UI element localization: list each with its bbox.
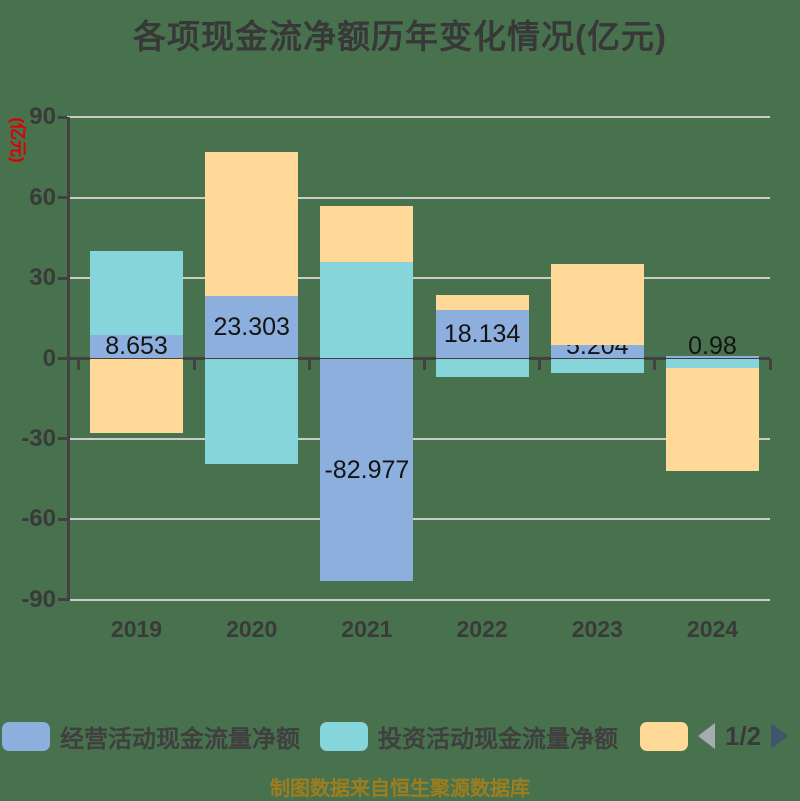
y-axis-tick [58,598,67,602]
y-axis-line [67,117,70,601]
bar-value-label: 18.134 [443,320,521,349]
y-axis-tick-label: -90 [21,585,56,613]
x-axis-tick [77,358,81,370]
bar-segment [90,358,183,434]
bar-value-label: 8.653 [105,331,168,360]
bar-segment [320,358,414,582]
bar-segment [666,358,759,368]
x-axis-tick [538,358,542,370]
legend-item-financing[interactable] [640,720,698,752]
bar-segment [90,335,183,359]
x-axis-category-label: 2020 [226,616,278,642]
bar-segment [550,358,644,373]
legend-item-operating[interactable]: 经营活动现金流量净额 [2,720,300,753]
bar-segment [90,250,183,336]
pager-prev-icon[interactable] [698,723,715,749]
legend-item-investing[interactable]: 投资活动现金流量净额 [320,720,618,753]
bar-segment [435,294,529,310]
y-axis-tick-label: 0 [42,344,56,372]
legend-swatch-tan-icon [640,721,688,751]
legend-swatch-blue-icon [2,721,50,751]
x-axis-category-label: 2019 [110,616,163,642]
x-axis-category-label: 2024 [686,616,739,642]
y-axis-tick [58,437,67,441]
bar-segment [320,205,414,262]
gridline [67,196,770,199]
gridline [67,518,770,521]
x-axis-tick [653,358,657,370]
y-axis-tick [58,276,67,280]
y-axis-tick-label: 60 [29,183,56,211]
data-source-caption: 制图数据来自恒生聚源数据库 [270,778,530,800]
x-axis-tick [307,358,311,370]
bar-segment [666,355,759,359]
gridline [67,116,770,118]
x-axis-zero-line [67,357,770,360]
bar-segment [435,309,529,359]
chart-legend: 经营活动现金流量净额 投资活动现金流量净额 [0,720,800,754]
x-axis-tick [768,358,772,370]
x-axis-category-label: 2023 [571,616,623,642]
legend-label: 投资活动现金流量净额 [378,725,618,753]
x-axis-category-label: 2022 [456,616,508,642]
y-axis-tick [58,357,67,360]
legend-swatch-teal-icon [320,721,368,751]
chart-title: 各项现金流净额历年变化情况(亿元) [133,18,667,55]
legend-label: 经营活动现金流量净额 [60,725,300,753]
y-axis-tick-label: -60 [21,505,56,533]
pager-page-indicator: 1/2 [725,720,762,751]
bar-segment [550,264,644,345]
y-axis-tick [58,196,67,199]
y-axis-tick-label: 30 [29,264,56,291]
y-axis-tick [58,115,67,119]
bar-segment [205,295,299,359]
pager-next-icon[interactable] [771,723,789,749]
bar-value-label: 0.98 [688,331,737,360]
y-axis-tick-label: 90 [29,103,56,130]
gridline [67,598,770,601]
y-axis-tick [58,517,67,521]
bar-segment [550,344,644,359]
gridline [67,277,770,279]
bar-segment [205,152,299,296]
bar-segment [320,261,414,359]
bar-value-label: -82.977 [324,455,410,484]
y-axis-tick-label: -30 [21,424,56,452]
bar-segment [205,358,299,465]
x-axis-tick [192,358,196,370]
bar-value-label: 23.303 [213,313,290,342]
x-axis-tick [423,358,426,370]
bar-segment [666,367,759,472]
bar-segment [435,358,529,377]
gridline [67,437,770,440]
x-axis-category-label: 2021 [341,616,393,642]
legend-pager: 1/2 [698,720,789,752]
